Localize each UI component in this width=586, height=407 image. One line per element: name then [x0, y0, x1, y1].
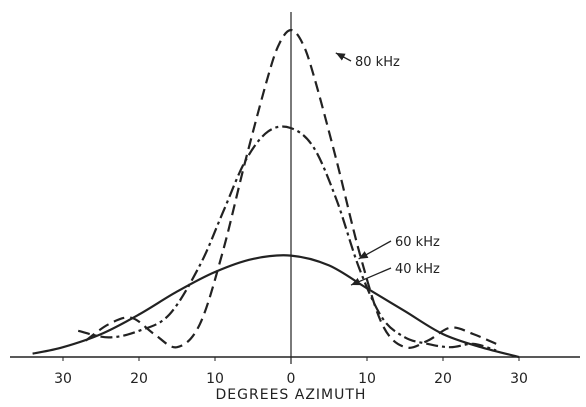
annotation-arrow	[358, 240, 392, 260]
series-line-60khz	[77, 125, 497, 352]
x-axis-label: DEGREES AZIMUTH	[216, 387, 367, 403]
series-label-40khz: 40 kHz	[395, 262, 440, 277]
series-line-80khz	[85, 28, 497, 349]
series-label-80khz: 80 kHz	[355, 55, 400, 70]
x-tick-label: 0	[287, 371, 296, 387]
x-tick-label: 10	[358, 371, 376, 387]
series-group	[32, 28, 520, 359]
x-tick-label: 10	[206, 371, 224, 387]
annotation-arrow	[335, 52, 352, 62]
x-tick-label: 30	[54, 371, 72, 387]
series-line-40khz	[32, 254, 520, 359]
annotation-group: 80 kHz 60 kHz 40 kHz	[335, 52, 440, 286]
series-label-60khz: 60 kHz	[395, 235, 440, 250]
x-tick-label: 20	[130, 371, 148, 387]
x-tick-label: 30	[510, 371, 528, 387]
x-tick-label: 20	[434, 371, 452, 387]
annotation-arrow	[350, 267, 392, 286]
x-tick-group: 30 20 10 0 10 20 30	[54, 357, 528, 387]
